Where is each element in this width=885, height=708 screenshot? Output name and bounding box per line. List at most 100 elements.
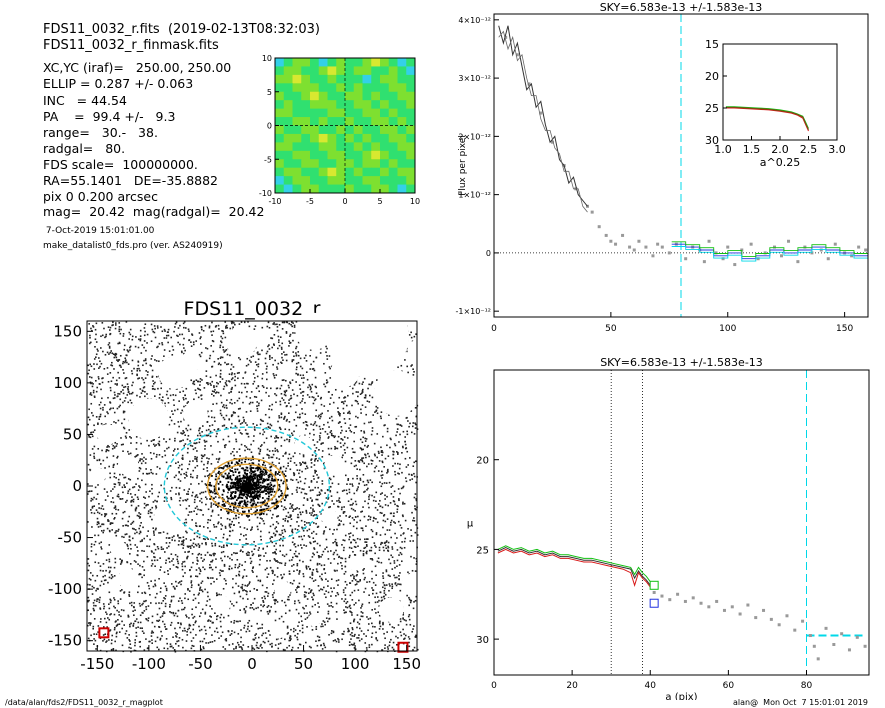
noise-dot [119, 558, 121, 560]
noise-dot [158, 577, 160, 580]
noise-dot [114, 531, 116, 534]
noise-dot [218, 467, 220, 470]
noise-dot [393, 512, 395, 515]
noise-dot [387, 541, 390, 544]
noise-dot [412, 607, 415, 610]
noise-dot [156, 636, 159, 639]
noise-dot [328, 355, 331, 357]
noise-dot [91, 329, 93, 332]
noise-dot [137, 461, 140, 464]
noise-dot [204, 445, 206, 447]
noise-dot [351, 573, 354, 576]
noise-dot [127, 614, 130, 617]
noise-dot [249, 590, 251, 593]
noise-dot [348, 630, 350, 633]
noise-dot [269, 643, 272, 646]
noise-dot [197, 396, 200, 399]
noise-dot [139, 640, 142, 643]
noise-dot [408, 473, 410, 476]
noise-dot [199, 434, 202, 437]
noise-dot [235, 507, 237, 509]
noise-dot [167, 573, 170, 575]
noise-dot [216, 615, 219, 617]
noise-dot [275, 394, 278, 397]
noise-dot [138, 532, 141, 535]
noise-dot [288, 340, 291, 343]
noise-dot [220, 394, 222, 397]
noise-dot [156, 619, 158, 622]
noise-dot [173, 535, 175, 537]
noise-dot [331, 606, 334, 608]
noise-dot [128, 338, 130, 340]
noise-dot [91, 585, 94, 588]
noise-dot [368, 496, 370, 498]
noise-dot [402, 515, 404, 518]
noise-dot [274, 359, 276, 362]
noise-dot [275, 560, 277, 563]
noise-dot [263, 472, 266, 475]
noise-dot [273, 376, 276, 379]
noise-dot [166, 492, 168, 495]
noise-dot [225, 444, 227, 446]
noise-dot [139, 329, 142, 332]
noise-dot [415, 524, 417, 526]
noise-dot [113, 626, 116, 629]
noise-dot [349, 412, 351, 415]
noise-dot [117, 342, 119, 345]
noise-dot [353, 589, 356, 592]
noise-dot [342, 633, 345, 635]
noise-dot [185, 615, 188, 618]
noise-dot [89, 624, 91, 626]
noise-dot [99, 596, 101, 599]
map-cell [406, 58, 416, 67]
noise-dot [111, 529, 114, 531]
noise-dot [200, 497, 203, 500]
noise-dot [132, 498, 135, 501]
noise-dot [282, 379, 285, 381]
noise-dot [211, 339, 214, 342]
noise-dot [293, 543, 296, 545]
noise-dot [100, 463, 102, 465]
noise-dot [163, 647, 166, 650]
noise-dot [295, 368, 298, 371]
noise-dot [199, 568, 201, 571]
noise-dot [196, 477, 198, 479]
noise-dot [342, 401, 344, 403]
noise-dot [226, 353, 229, 356]
noise-dot [261, 584, 264, 587]
noise-dot [113, 368, 115, 370]
noise-dot [129, 349, 131, 351]
noise-dot [360, 408, 362, 411]
noise-dot [205, 440, 208, 443]
noise-dot [230, 368, 232, 371]
noise-dot [252, 647, 254, 649]
noise-dot [351, 599, 354, 601]
noise-dot [383, 589, 386, 592]
noise-dot [354, 399, 357, 402]
noise-dot [299, 413, 301, 416]
noise-dot [282, 525, 284, 527]
noise-dot [289, 594, 291, 596]
noise-dot [186, 557, 188, 560]
noise-dot [312, 439, 315, 441]
noise-dot [161, 343, 164, 346]
map-cell [336, 184, 346, 194]
noise-dot [351, 635, 354, 637]
noise-dot [119, 398, 122, 401]
noise-dot [283, 601, 286, 604]
noise-dot [241, 459, 243, 461]
noise-dot [234, 463, 236, 466]
noise-dot [154, 640, 157, 643]
noise-dot [280, 500, 283, 503]
noise-dot [355, 541, 357, 544]
noise-dot [168, 438, 171, 441]
noise-dot [206, 498, 208, 500]
noise-dot [351, 614, 353, 616]
noise-dot [329, 403, 331, 405]
noise-dot [132, 624, 135, 627]
noise-dot [215, 525, 218, 528]
map-cell [380, 184, 390, 194]
noise-dot [138, 602, 141, 605]
noise-dot [392, 641, 395, 644]
noise-dot [260, 604, 262, 606]
